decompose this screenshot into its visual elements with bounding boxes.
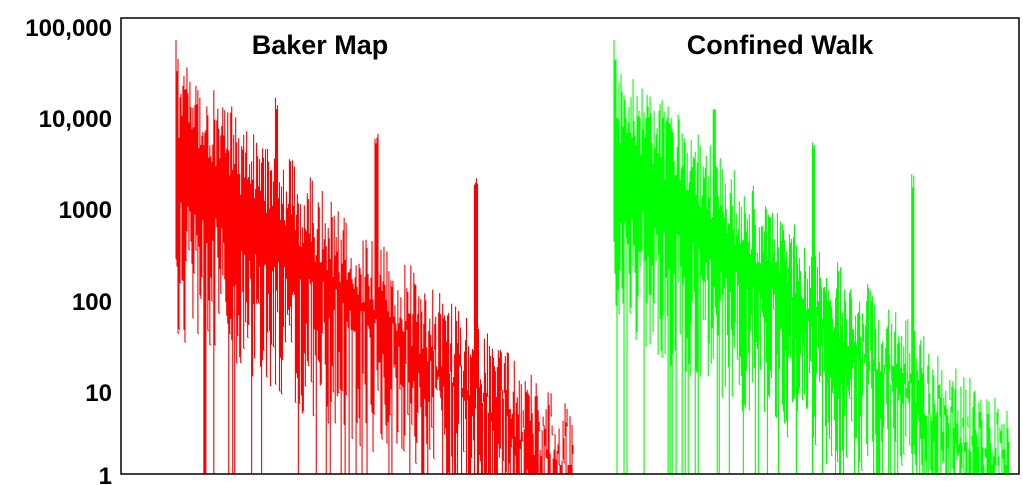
y-tick-label: 1000 xyxy=(59,197,112,224)
y-tick-label: 10,000 xyxy=(39,106,112,133)
baker-map-title: Baker Map xyxy=(252,30,389,60)
y-tick-label: 10 xyxy=(85,380,112,407)
confined-walk-title: Confined Walk xyxy=(687,30,874,60)
confined-walk-series xyxy=(613,40,1010,475)
plot-frame xyxy=(120,17,1020,475)
series-bars xyxy=(613,40,1010,475)
y-tick-label: 1 xyxy=(99,463,112,485)
y-tick-label: 100 xyxy=(72,289,112,316)
baker-map-series xyxy=(175,40,574,475)
series-bars xyxy=(175,40,574,475)
y-tick-label: 100,000 xyxy=(25,15,112,42)
y-axis-ticks: 100,000 10,000 1000 100 10 1 xyxy=(25,15,112,485)
